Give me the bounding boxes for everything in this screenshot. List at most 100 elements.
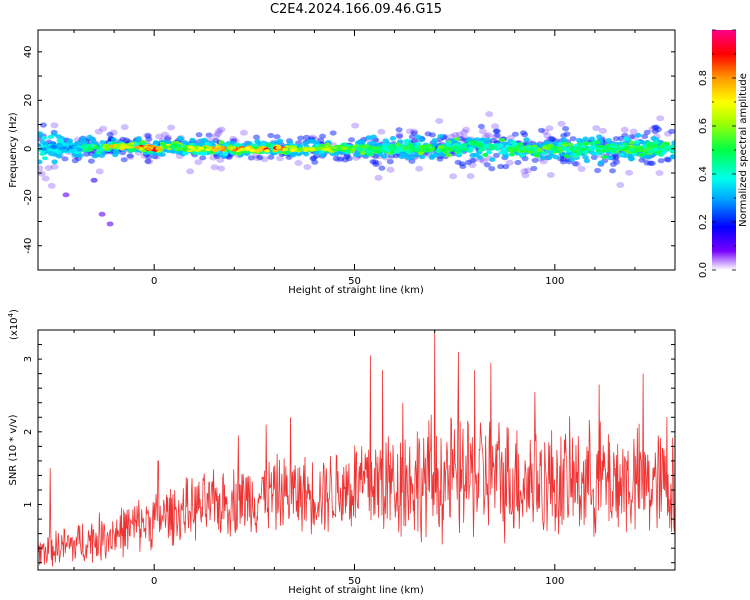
heatmap-cell (81, 145, 88, 149)
heatmap-cell (145, 146, 152, 151)
heatmap-cell (267, 132, 275, 139)
heatmap-cell (167, 124, 176, 131)
heatmap-cell (319, 133, 326, 139)
snr-series-line (38, 330, 675, 567)
heatmap-cell (41, 136, 47, 140)
heatmap-cell (502, 150, 509, 155)
heatmap-cell (110, 137, 118, 143)
heatmap-cell (302, 148, 309, 152)
heatmap-cell (214, 130, 223, 137)
heatmap-cell (189, 137, 196, 143)
heatmap-cell (378, 165, 386, 171)
heatmap-cell (61, 156, 69, 162)
heatmap-cell (575, 146, 582, 151)
heatmap-cell (644, 142, 651, 147)
heatmap-cell (348, 137, 355, 143)
heatmap-cell (561, 143, 568, 148)
y-tick-label: 40 (23, 45, 34, 58)
heatmap-cell (524, 146, 531, 150)
heatmap-cell (249, 148, 256, 153)
heatmap-cell (51, 159, 58, 165)
heatmap-cell (120, 124, 129, 131)
heatmap-cell (636, 145, 643, 150)
heatmap-cell (297, 147, 304, 152)
heatmap-cell (514, 159, 522, 166)
heatmap-cell (374, 150, 381, 154)
heatmap-cell (253, 134, 260, 140)
heatmap-cell (462, 147, 469, 152)
x-tick-label: 50 (348, 276, 361, 287)
heatmap-cell (656, 115, 665, 122)
heatmap-cell (583, 158, 591, 164)
heatmap-cell (257, 148, 264, 152)
heatmap-frame (37, 29, 676, 271)
heatmap-cell (186, 168, 195, 175)
heatmap-cell (83, 148, 90, 152)
heatmap-cell (297, 135, 305, 141)
heatmap-cell (341, 146, 348, 151)
snr-multiplier-base: (x10 (9, 317, 20, 340)
heatmap-cell (267, 154, 275, 160)
heatmap-cell (634, 140, 640, 144)
heatmap-cell (273, 134, 281, 140)
heatmap-cell (93, 146, 100, 150)
heatmap-cell (420, 146, 427, 150)
heatmap-panel: 0 50 100 40 20 0 -20 -40 Height of straight lin… (8, 29, 676, 296)
y-tick-label: -20 (23, 189, 34, 205)
heatmap-cell (435, 118, 444, 124)
heatmap-cell (282, 147, 289, 152)
heatmap-cell (310, 139, 317, 144)
heatmap-cell (260, 142, 267, 147)
heatmap-cell (489, 137, 497, 144)
heatmap-cell (247, 155, 255, 161)
heatmap-cell (302, 141, 309, 147)
heatmap-cell (159, 152, 166, 157)
heatmap-cell (601, 155, 608, 160)
heatmap-cell (381, 153, 388, 159)
heatmap-cell (668, 128, 675, 134)
heatmap-cell (294, 160, 303, 166)
heatmap-cell (208, 140, 216, 146)
heatmap-cell (274, 140, 281, 146)
snr-frame (37, 329, 676, 571)
heatmap-cell (623, 136, 630, 141)
heatmap-cell (204, 141, 211, 146)
x-tick-label: 100 (545, 276, 564, 287)
heatmap-cell (502, 164, 510, 170)
heatmap-outlier (62, 192, 70, 198)
heatmap-cell (275, 145, 282, 150)
heatmap-cell (265, 142, 272, 147)
heatmap-cell (491, 123, 500, 130)
heatmap-cell (483, 162, 491, 168)
heatmap-cell (244, 146, 251, 151)
heatmap-cell (483, 143, 490, 148)
heatmap-cell (485, 111, 494, 118)
heatmap-cell (386, 166, 395, 173)
heatmap-cell (635, 132, 642, 138)
heatmap-cell (174, 147, 181, 152)
heatmap-cell (286, 140, 294, 146)
snr-ylabel: SNR (10 * v/v) (8, 414, 19, 485)
heatmap-cell (217, 126, 226, 133)
y-tick-label: -40 (23, 238, 34, 254)
heatmap-cell (182, 151, 189, 156)
heatmap-cell (38, 132, 42, 138)
heatmap-cell (47, 182, 56, 189)
heatmap-cell (641, 149, 648, 153)
heatmap-cell (638, 152, 645, 157)
heatmap-cell (499, 137, 506, 142)
heatmap-cell (493, 143, 500, 147)
heatmap-cell (428, 147, 435, 152)
heatmap-cell (645, 154, 653, 160)
heatmap-cell (486, 150, 493, 155)
heatmap-cell (56, 153, 63, 159)
heatmap-cell (332, 156, 340, 162)
heatmap-cell (494, 147, 501, 151)
colorbar: 0.0 0.2 0.4 0.6 0.8 Normalized spectral ampl… (698, 29, 749, 278)
heatmap-cell (194, 159, 203, 166)
heatmap-cell (135, 136, 142, 141)
heatmap-cell (547, 143, 554, 148)
heatmap-cell (469, 142, 476, 146)
heatmap-cell (604, 148, 611, 153)
